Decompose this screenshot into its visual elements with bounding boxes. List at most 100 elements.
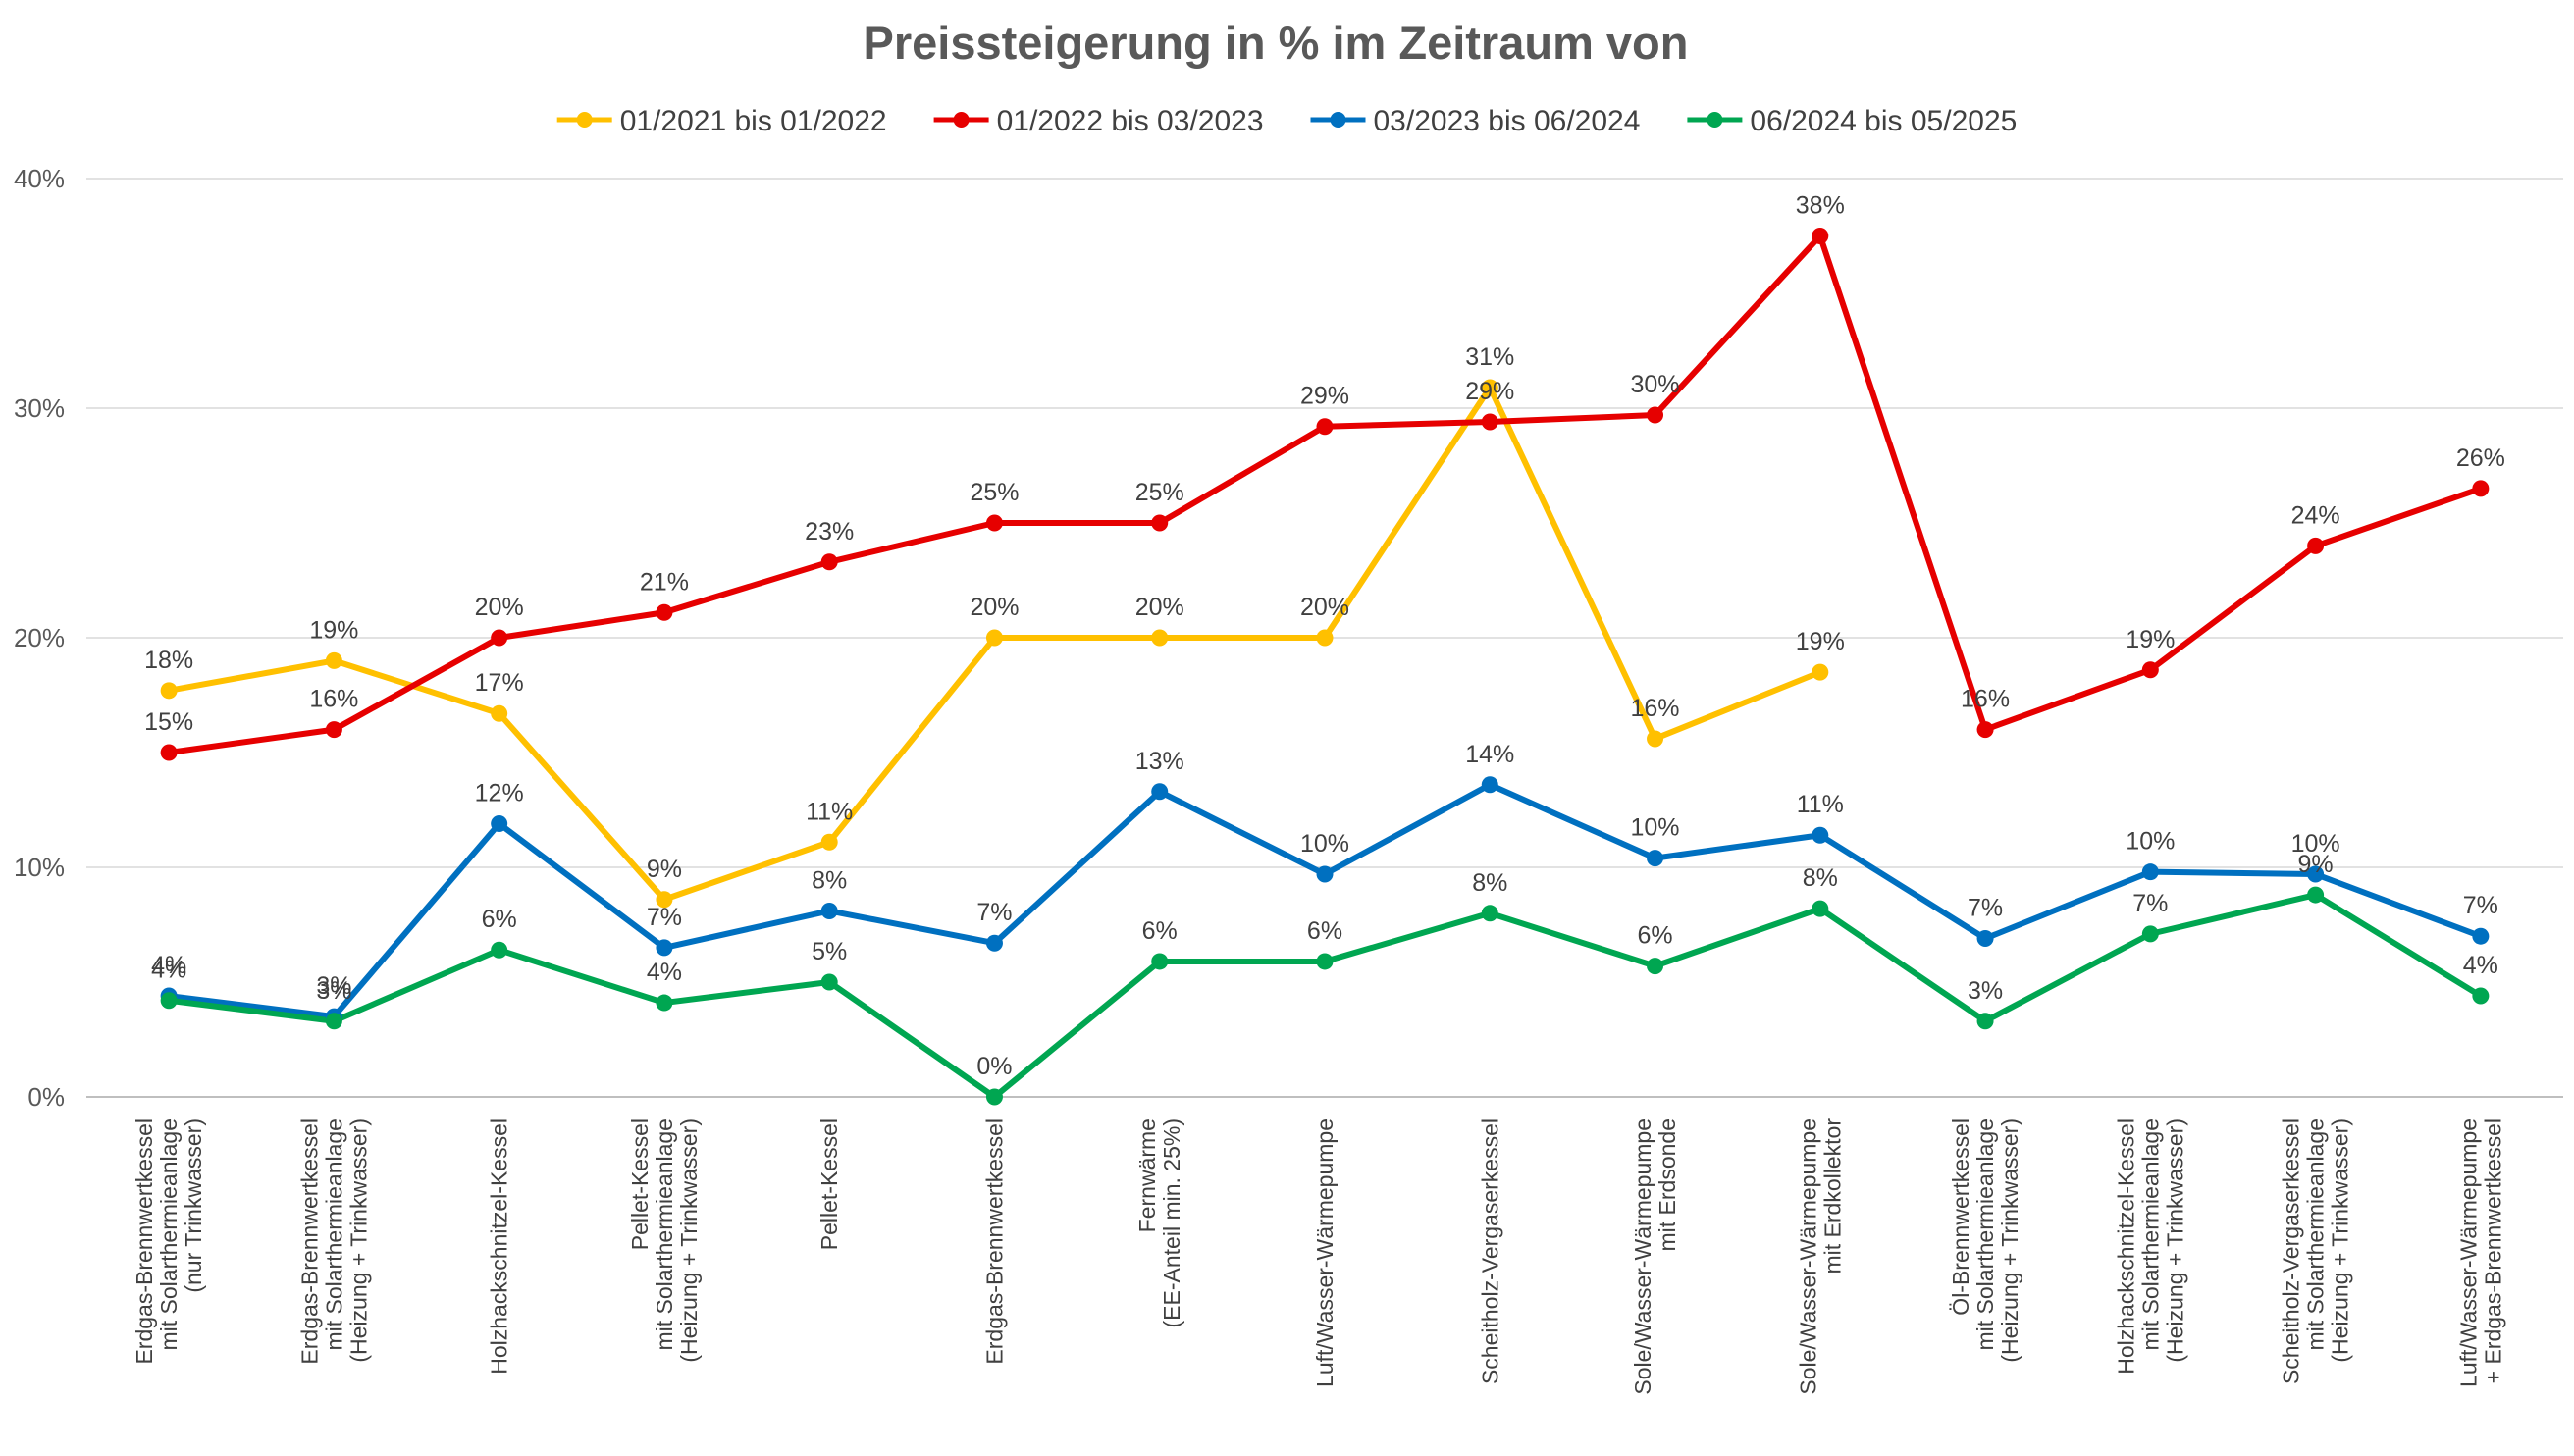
data-point xyxy=(1316,629,1334,647)
x-category-label: Erdgas-Brennwertkessel mit Solarthermiean… xyxy=(131,1118,206,1365)
x-category-label-line: (Heizung + Trinkwasser) xyxy=(2162,1118,2187,1363)
x-category-label-line: (Heizung + Trinkwasser) xyxy=(1997,1118,2022,1363)
data-point xyxy=(656,603,673,621)
data-label: 8% xyxy=(812,866,847,894)
legend-label: 03/2023 bis 06/2024 xyxy=(1374,105,1641,137)
x-category-label-line: Sole/Wasser-Wärmepumpe xyxy=(1795,1118,1820,1395)
data-label: 19% xyxy=(2126,626,2175,653)
data-point xyxy=(1647,730,1664,748)
x-category-label-line: Erdgas-Brennwertkessel xyxy=(981,1118,1007,1365)
data-label: 7% xyxy=(1968,895,2003,922)
data-point xyxy=(820,973,838,991)
data-label: 9% xyxy=(2298,851,2334,878)
data-label: 8% xyxy=(1472,869,1507,897)
x-category-label-line: (EE-Anteil min. 25%) xyxy=(1159,1118,1184,1327)
x-category-label-line: Öl-Brennwertkessel xyxy=(1948,1118,1973,1316)
data-point xyxy=(1647,958,1664,975)
legend-marker xyxy=(1707,112,1723,128)
data-point xyxy=(1316,865,1334,883)
data-point xyxy=(985,934,1003,952)
legend-item: 06/2024 bis 05/2025 xyxy=(1687,105,2017,137)
data-label: 7% xyxy=(976,899,1012,926)
data-label: 6% xyxy=(1307,917,1342,945)
data-label: 10% xyxy=(1631,814,1680,842)
x-category-label-line: mit Solarthermieanlage xyxy=(652,1118,677,1351)
data-point xyxy=(985,629,1003,647)
data-point xyxy=(2472,927,2490,945)
x-category-label: Erdgas-Brennwertkessel xyxy=(981,1118,1007,1365)
data-label: 14% xyxy=(1465,741,1514,768)
data-point xyxy=(1976,1013,1994,1030)
x-category-label-line: Fernwärme xyxy=(1134,1118,1160,1232)
data-point xyxy=(1976,930,1994,948)
x-category-label-line: Holzhackschnitzel-Kessel xyxy=(2113,1118,2138,1375)
data-point xyxy=(1151,783,1169,801)
data-label: 12% xyxy=(475,780,524,807)
y-tick-label: 20% xyxy=(14,623,65,652)
data-point xyxy=(985,514,1003,532)
data-label: 16% xyxy=(309,686,358,713)
x-category-label-line: + Erdgas-Brennwertkessel xyxy=(2480,1118,2505,1383)
y-tick-label: 10% xyxy=(14,853,65,882)
data-label: 3% xyxy=(316,972,351,1000)
chart-title: Preissteigerung in % im Zeitraum von xyxy=(864,17,1689,69)
data-point xyxy=(656,891,673,909)
data-label: 3% xyxy=(316,977,351,1005)
x-category-label: Öl-Brennwertkessel mit Solarthermieanlage… xyxy=(1948,1118,2022,1363)
data-point xyxy=(491,815,508,833)
legend-label: 01/2021 bis 01/2022 xyxy=(620,105,887,137)
data-point xyxy=(1481,905,1498,922)
data-point xyxy=(1812,826,1829,844)
data-point xyxy=(2307,865,2325,883)
data-point xyxy=(1316,953,1334,970)
data-point xyxy=(1316,418,1334,436)
x-category-label-line: mit Erdsonde xyxy=(1655,1118,1680,1252)
legend-item: 03/2023 bis 06/2024 xyxy=(1310,105,1641,137)
x-category-label-line: Scheitholz-Vergaserkessel xyxy=(1477,1118,1502,1384)
y-tick-label: 30% xyxy=(14,393,65,423)
y-tick-label: 40% xyxy=(14,164,65,193)
data-label: 29% xyxy=(1300,383,1349,410)
data-label: 21% xyxy=(640,568,689,596)
data-label: 18% xyxy=(144,647,193,674)
data-label: 8% xyxy=(1803,864,1838,892)
data-point xyxy=(2141,925,2159,943)
data-point xyxy=(160,992,178,1010)
data-label: 25% xyxy=(970,479,1019,506)
data-point xyxy=(1151,629,1169,647)
data-label: 4% xyxy=(647,959,682,986)
data-point xyxy=(1151,514,1169,532)
data-point xyxy=(2141,661,2159,679)
legend-marker xyxy=(953,112,970,128)
x-category-label-line: Holzhackschnitzel-Kessel xyxy=(487,1118,512,1375)
x-category-label-line: mit Solarthermieanlage xyxy=(2137,1118,2163,1351)
data-label: 20% xyxy=(1135,594,1184,621)
data-point xyxy=(820,902,838,919)
data-labels: 18% 19% 17% 9% 11% 20% 20% 20% 31% 16% 19% 15% 16% 20… xyxy=(144,192,2505,1081)
x-category-label-line: Luft/Wasser-Wärmepumpe xyxy=(1312,1118,1338,1387)
data-point xyxy=(1647,406,1664,424)
data-label: 20% xyxy=(475,594,524,621)
data-point xyxy=(491,941,508,959)
data-point xyxy=(160,744,178,761)
data-point xyxy=(1976,721,1994,739)
x-category-label: Holzhackschnitzel-Kessel mit Solarthermie… xyxy=(2113,1118,2187,1375)
data-point xyxy=(985,1088,1003,1106)
x-category-label-line: mit Solarthermieanlage xyxy=(2303,1118,2329,1351)
x-category-label-line: mit Solarthermieanlage xyxy=(1972,1118,1998,1351)
x-category-label: Luft/Wasser-Wärmepumpe xyxy=(1312,1118,1338,1387)
data-label: 30% xyxy=(1631,371,1680,398)
data-point xyxy=(2307,537,2325,554)
x-category-label: Erdgas-Brennwertkessel mit Solarthermiean… xyxy=(296,1118,371,1365)
data-point xyxy=(656,994,673,1012)
y-axis-tick-labels: 0% 10% 20% 30% 40% xyxy=(14,164,65,1112)
data-label: 9% xyxy=(647,856,682,883)
data-point xyxy=(1812,228,1829,244)
data-label: 10% xyxy=(1300,830,1349,858)
data-label: 19% xyxy=(309,616,358,644)
x-category-label: Holzhackschnitzel-Kessel xyxy=(487,1118,512,1375)
x-category-label-line: (nur Trinkwasser) xyxy=(181,1118,206,1293)
data-point xyxy=(820,553,838,571)
x-category-label-line: Pellet-Kessel xyxy=(627,1118,653,1250)
